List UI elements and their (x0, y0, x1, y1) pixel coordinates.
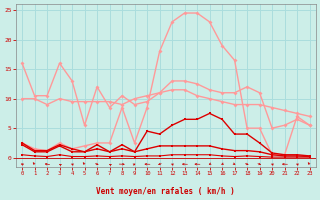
X-axis label: Vent moyen/en rafales ( km/h ): Vent moyen/en rafales ( km/h ) (96, 187, 235, 196)
